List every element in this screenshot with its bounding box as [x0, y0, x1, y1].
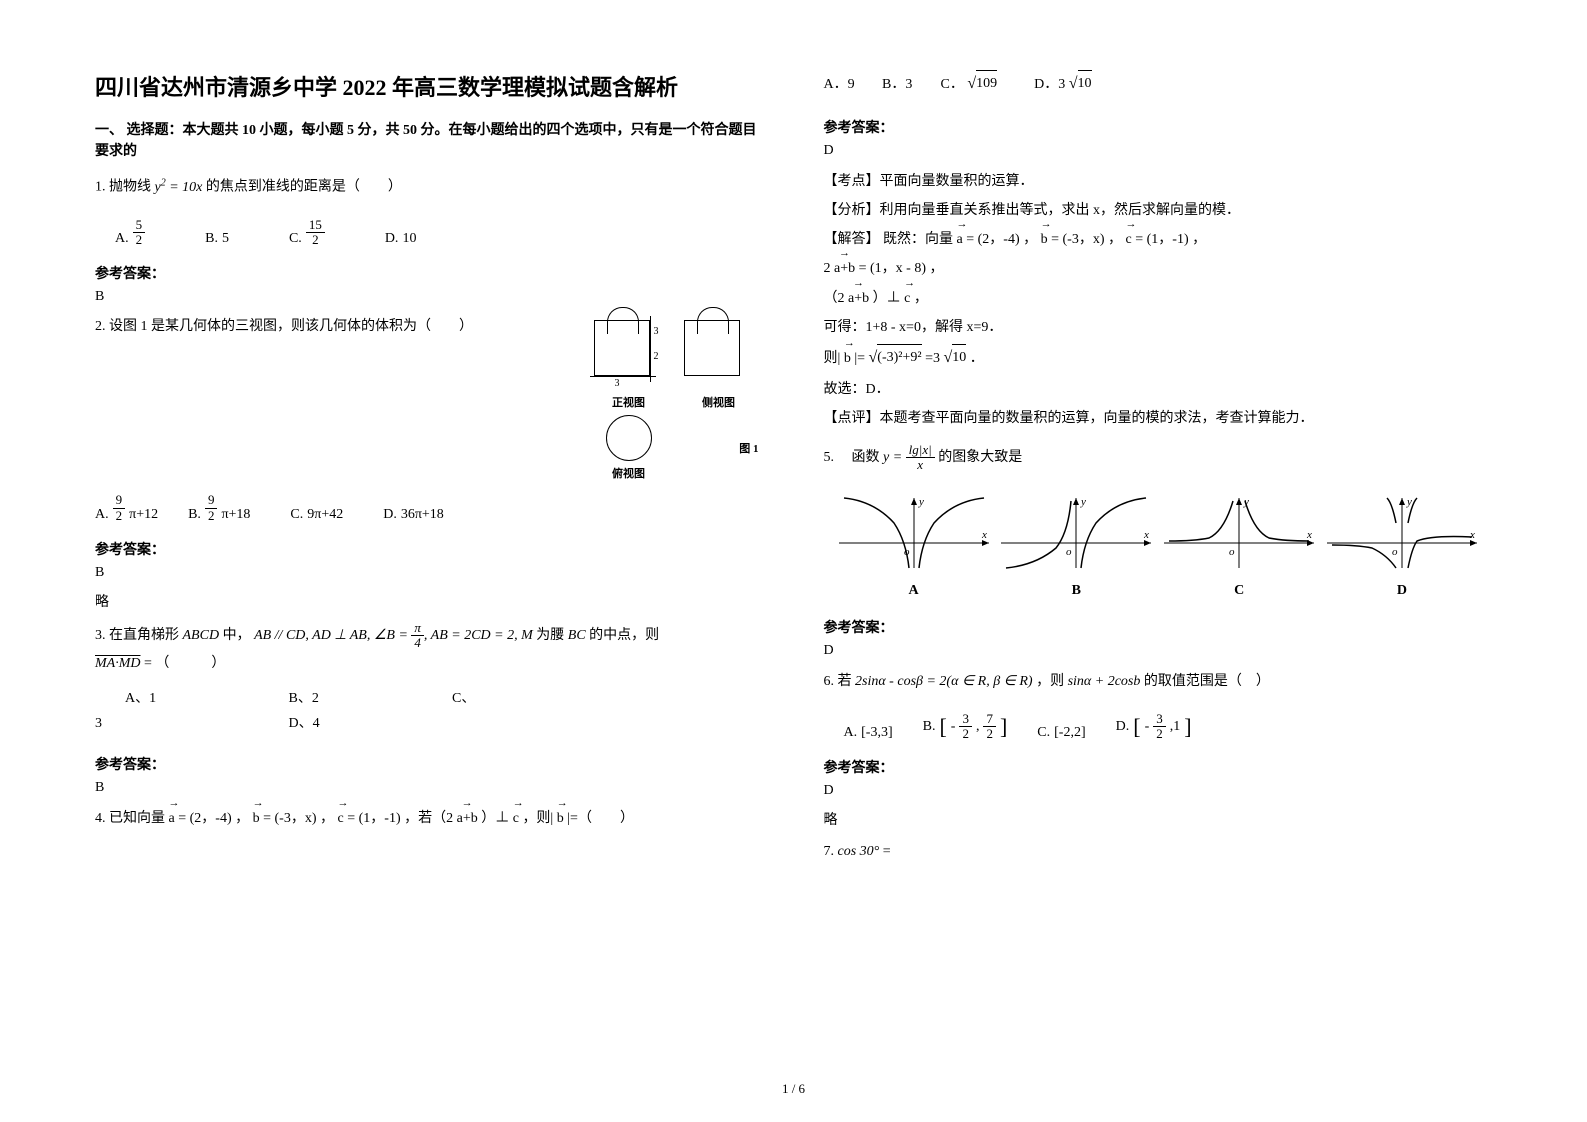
side-view-shape: [684, 320, 740, 376]
front-view: 3 2 3 正视图: [594, 320, 664, 395]
q4-jieda-4: 可得：1+8 - x=0，解得 x=9．: [824, 315, 1493, 340]
section-header: 一、 选择题：本大题共 10 小题，每小题 5 分，共 50 分。在每小题给出的…: [95, 120, 764, 162]
graph-D: o x y D: [1322, 493, 1482, 599]
q2-optD: D. 36π+18: [383, 507, 444, 523]
q1-answer: B: [95, 289, 764, 305]
q4-optD-sqrt: √10: [1069, 70, 1092, 99]
graph-B: o x y B: [996, 493, 1156, 599]
q5-eq: y = lg|x|x: [883, 450, 935, 465]
q4-jieda-1: 【解答】 既然：向量 a = (2，-4) ， b = (-3，x) ， c =…: [824, 227, 1493, 252]
page-title: 四川省达州市清源乡中学 2022 年高三数学理模拟试题含解析: [95, 70, 764, 102]
front-view-label: 正视图: [594, 394, 664, 410]
q3-answer: B: [95, 780, 764, 796]
right-column: A．9 B．3 C． √109 D．3 √10 参考答案： D 【考点】平面向量…: [824, 70, 1493, 1092]
svg-text:o: o: [1229, 546, 1235, 558]
q6-optC: C. [-2,2]: [1037, 725, 1085, 741]
q4-guxuan: 故选：D．: [824, 377, 1493, 402]
q1-text2: 的焦点到准线的距离是（ ）: [206, 180, 402, 195]
question-7: 7. cos 30° =: [824, 839, 1493, 864]
q6-answer2: 略: [824, 809, 1493, 829]
q2-answer2: 略: [95, 591, 764, 611]
page-container: 四川省达州市清源乡中学 2022 年高三数学理模拟试题含解析 一、 选择题：本大…: [95, 70, 1492, 1092]
q5-answer-label: 参考答案：: [824, 617, 1493, 637]
top-view-shape: [606, 415, 652, 461]
q5-graphs: o x y A o x y: [824, 493, 1493, 599]
q4-answer-label: 参考答案：: [824, 117, 1493, 137]
question-3: 3. 在直角梯形 ABCD 中， AB // CD, AD ⊥ AB, ∠B =…: [95, 621, 764, 676]
q2-optC: C. 9π+42: [290, 507, 343, 523]
svg-text:o: o: [1066, 546, 1072, 558]
q2-optB: B. 9 2 π+18: [188, 493, 250, 523]
q3-condition: AB // CD, AD ⊥ AB, ∠B = π4, AB = 2CD = 2…: [254, 628, 533, 643]
q6-answer: D: [824, 783, 1493, 799]
front-view-shape: 3 2 3: [594, 320, 650, 376]
q4-jieda-2: 2 a+b = (1，x - 8) ，: [824, 256, 1493, 281]
q1-optA-frac: 5 2: [133, 218, 146, 248]
side-view-label: 侧视图: [684, 394, 754, 410]
q6-answer-label: 参考答案：: [824, 757, 1493, 777]
q6-optA: A. [-3,3]: [844, 725, 893, 741]
q1-answer-label: 参考答案：: [95, 263, 764, 283]
q2-answer-label: 参考答案：: [95, 539, 764, 559]
page-number: 1 / 6: [782, 1081, 805, 1097]
q2-answer: B: [95, 565, 764, 581]
figure-label: 图 1: [739, 440, 758, 456]
q1-optB: B. 5: [205, 231, 229, 247]
svg-text:x: x: [1469, 529, 1475, 541]
q1-text: 抛物线: [109, 180, 151, 195]
three-view-figure: 3 2 3 正视图 侧视图 俯视图 图 1: [584, 315, 764, 485]
q2-optA: A. 9 2 π+12: [95, 493, 158, 523]
q4-answer: D: [824, 143, 1493, 159]
q2-num: 2.: [95, 319, 106, 334]
q1-options: A. 5 2 B. 5 C. 15 2 D. 10: [115, 218, 764, 248]
question-2: 2. 设图 1 是某几何体的三视图，则该几何体的体积为（ ） 3 2 3 正视图: [95, 315, 764, 475]
q4-fenxi: 【分析】利用向量垂直关系推出等式，求出 x，然后求解向量的模．: [824, 198, 1493, 223]
svg-text:y: y: [1080, 496, 1086, 508]
svg-text:x: x: [981, 529, 987, 541]
top-view-label: 俯视图: [594, 465, 664, 481]
top-view: 俯视图: [594, 415, 664, 481]
graph-A: o x y A: [834, 493, 994, 599]
left-column: 四川省达州市清源乡中学 2022 年高三数学理模拟试题含解析 一、 选择题：本大…: [95, 70, 764, 1092]
q1-equation: y2 = 10x: [155, 180, 203, 195]
q1-optC: C. 15 2: [289, 218, 325, 248]
svg-text:y: y: [1406, 496, 1412, 508]
q6-optB: B. [ - 32 , 72 ]: [923, 712, 1008, 742]
q3-expr: MA·MD: [95, 656, 141, 671]
side-view: 侧视图: [684, 320, 754, 395]
svg-text:x: x: [1143, 529, 1149, 541]
q3-answer-label: 参考答案：: [95, 754, 764, 774]
question-1: 1. 抛物线 y2 = 10x 的焦点到准线的距离是（ ）: [95, 174, 764, 200]
q4-jieda-3: （2 a+b ）⊥ c ，: [824, 286, 1493, 311]
q4-kaodian: 【考点】平面向量数量积的运算．: [824, 169, 1493, 194]
q5-answer: D: [824, 643, 1493, 659]
q3-options: A、1 B、2 C、 3 D、4: [95, 686, 764, 736]
q6-optD: D. [ - 32 ,1 ]: [1116, 712, 1192, 742]
q1-num: 1.: [95, 180, 106, 195]
question-6: 6. 若 2sinα - cosβ = 2(α ∈ R, β ∈ R) ，则 s…: [824, 669, 1493, 694]
svg-text:x: x: [1306, 529, 1312, 541]
q4-optC-sqrt: √109: [967, 70, 997, 99]
q4-dianping: 【点评】本题考查平面向量的数量积的运算，向量的模的求法，考查计算能力．: [824, 406, 1493, 431]
svg-text:o: o: [1392, 546, 1398, 558]
question-4: 4. 已知向量 a = (2，-4) ， b = (-3，x) ， c = (1…: [95, 806, 764, 831]
q1-optD: D. 10: [385, 231, 417, 247]
svg-text:y: y: [918, 496, 924, 508]
graph-C: o x y C: [1159, 493, 1319, 599]
q1-optA: A. 5 2: [115, 218, 145, 248]
q2-options: A. 9 2 π+12 B. 9 2 π+18 C. 9π+42 D: [95, 493, 764, 523]
q4-options: A．9 B．3 C． √109 D．3 √10: [824, 70, 1493, 99]
question-5: 5. 函数 y = lg|x|x 的图象大致是: [824, 443, 1493, 473]
q1-optC-frac: 15 2: [306, 218, 325, 248]
q2-text: 设图 1 是某几何体的三视图，则该几何体的体积为（ ）: [109, 319, 473, 334]
q6-options: A. [-3,3] B. [ - 32 , 72 ] C. [-2,2] D. …: [844, 712, 1493, 742]
q4-jieda-5: 则| b |= √(-3)²+9² =3 √10 ．: [824, 344, 1493, 373]
